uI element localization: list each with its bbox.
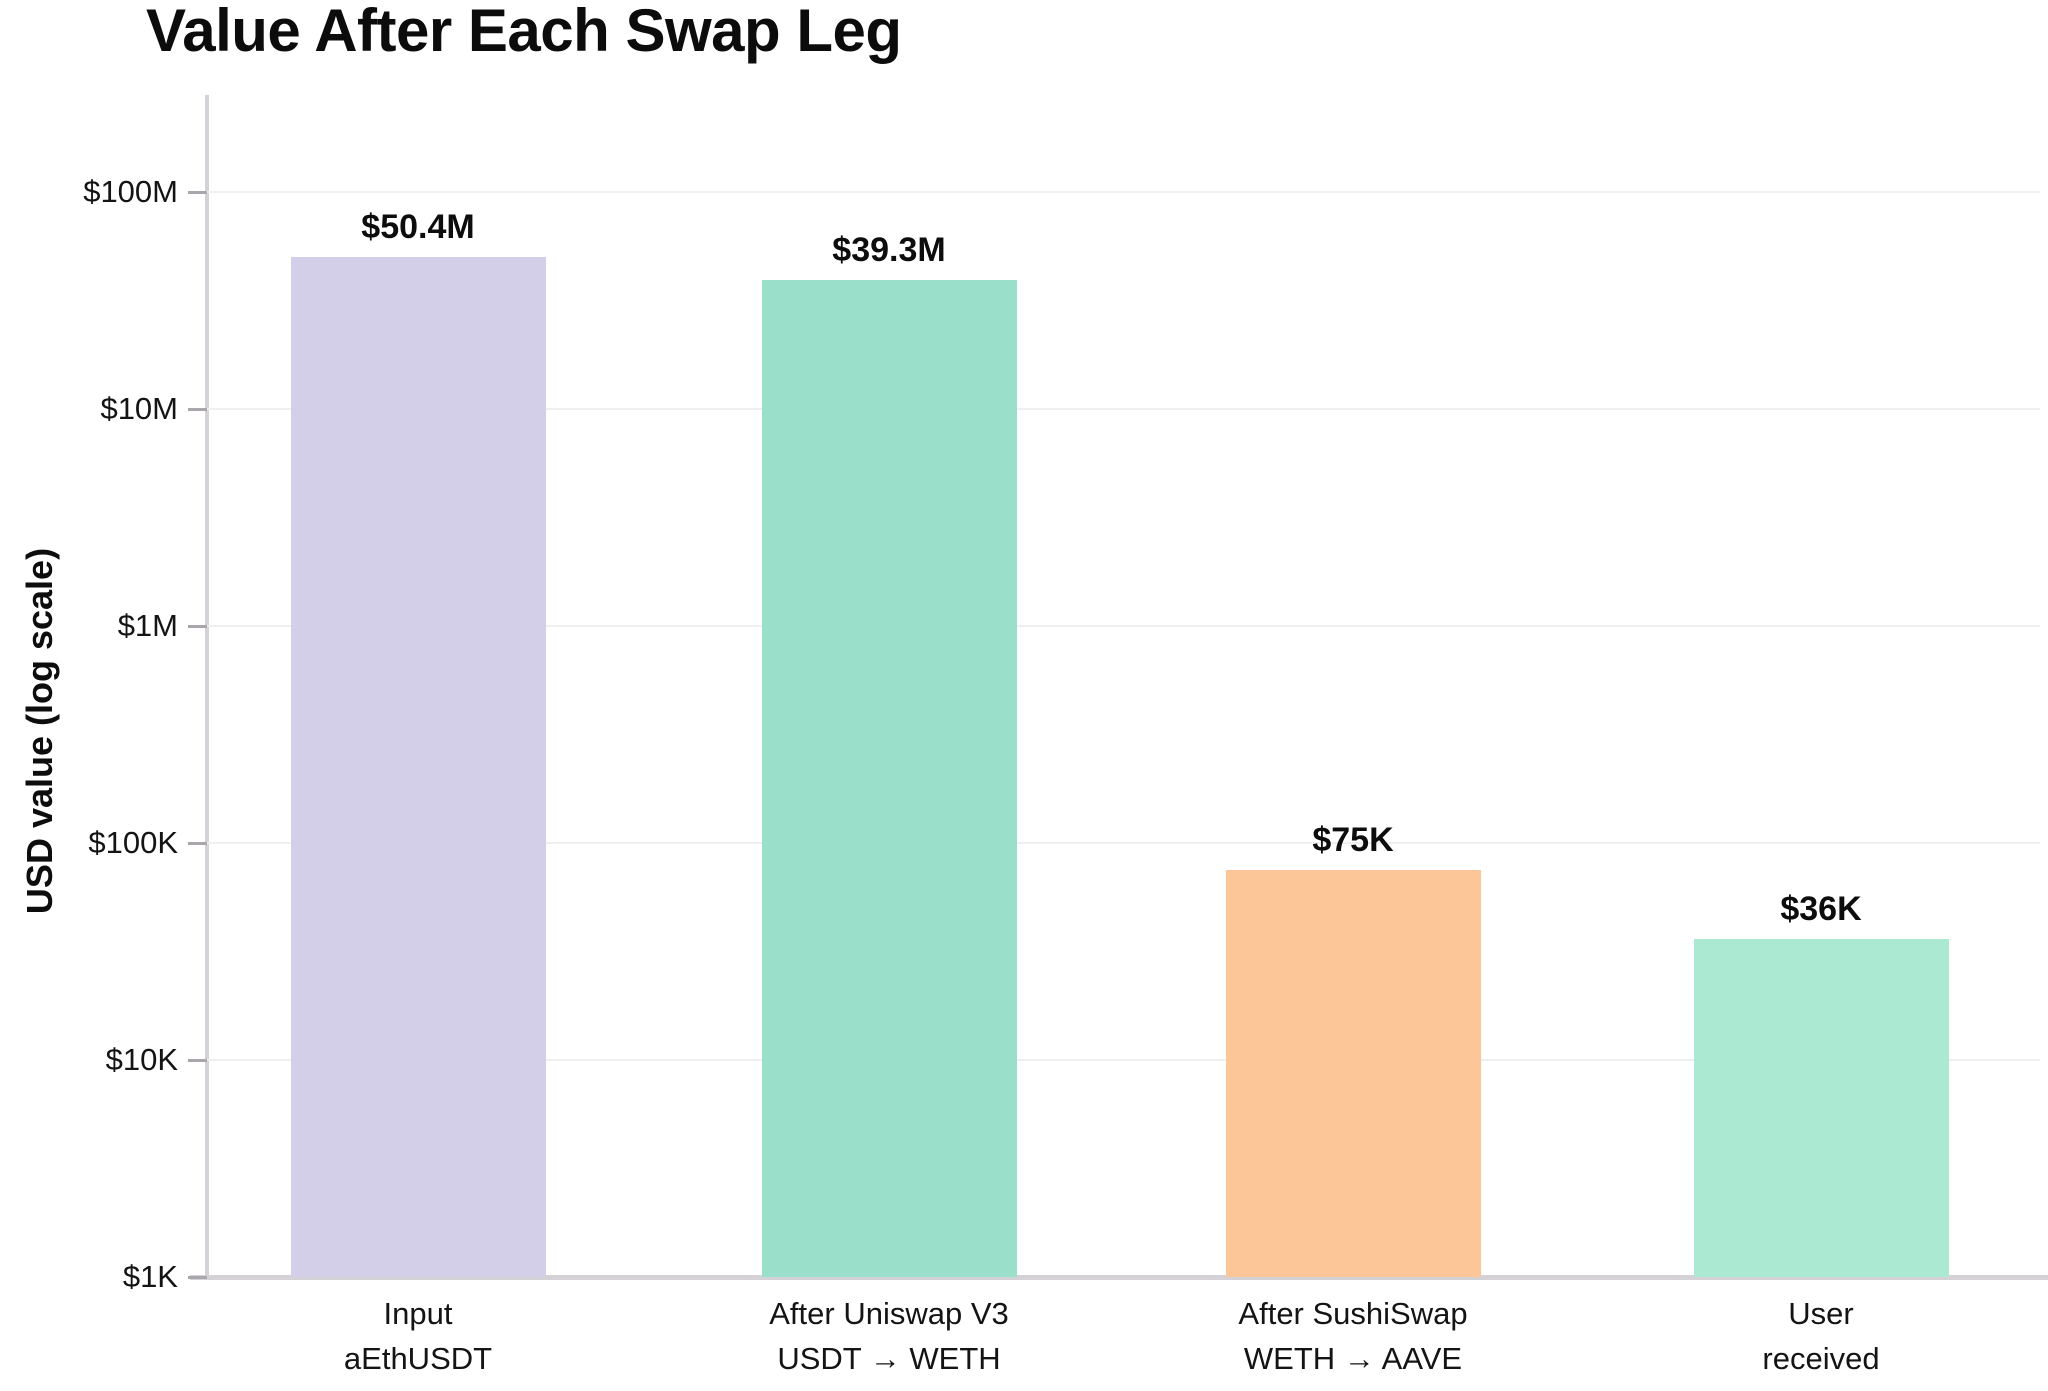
gridline	[207, 191, 2040, 193]
x-tick-label-line: aEthUSDT	[343, 1341, 493, 1376]
x-tick-label-line: USDT → WETH	[777, 1341, 1001, 1376]
chart-title: Value After Each Swap Leg	[146, 0, 902, 64]
y-tick-label: $100M	[83, 174, 178, 209]
y-tick-mark	[188, 841, 207, 845]
x-tick-label-line: After SushiSwap	[1238, 1296, 1468, 1331]
x-tick-label-line: received	[1762, 1341, 1880, 1376]
y-tick-label: $1K	[122, 1259, 178, 1294]
y-axis-title: USD value (log scale)	[19, 547, 60, 915]
bar-value-label: $75K	[1312, 821, 1394, 860]
x-tick-label-line: User	[1788, 1296, 1854, 1331]
y-tick-mark	[188, 624, 207, 628]
bar	[1225, 870, 1481, 1277]
y-tick-mark	[188, 1058, 207, 1062]
bar-value-label: $50.4M	[361, 207, 475, 246]
y-tick-label: $10K	[105, 1042, 178, 1077]
x-tick-label-line: WETH → AAVE	[1243, 1341, 1463, 1376]
bar	[761, 280, 1017, 1277]
y-tick-mark	[188, 407, 207, 411]
x-tick-label: After SushiSwap WETH → AAVE	[1238, 1291, 1467, 1381]
gridline	[207, 1059, 2040, 1061]
gridline	[207, 408, 2040, 410]
y-tick-label: $10M	[100, 391, 178, 426]
y-tick-mark	[188, 1275, 207, 1279]
bar	[290, 256, 546, 1277]
gridline	[207, 842, 2040, 844]
x-tick-label-line: After Uniswap V3	[769, 1296, 1009, 1331]
gridline	[207, 625, 2040, 627]
x-tick-label: Input aEthUSDT	[344, 1291, 492, 1381]
x-tick-label: User received	[1762, 1291, 1879, 1381]
bar-value-label: $39.3M	[832, 231, 946, 270]
x-axis-line	[190, 1275, 2048, 1280]
y-axis-line	[205, 95, 209, 1279]
bar	[1693, 939, 1949, 1277]
x-tick-label: After Uniswap V3 USDT → WETH	[769, 1291, 1009, 1381]
y-tick-label: $1M	[117, 608, 178, 643]
bar-value-label: $36K	[1780, 890, 1862, 929]
x-tick-label-line: Input	[383, 1296, 453, 1331]
y-tick-label: $100K	[88, 825, 178, 860]
y-tick-mark	[188, 190, 207, 194]
